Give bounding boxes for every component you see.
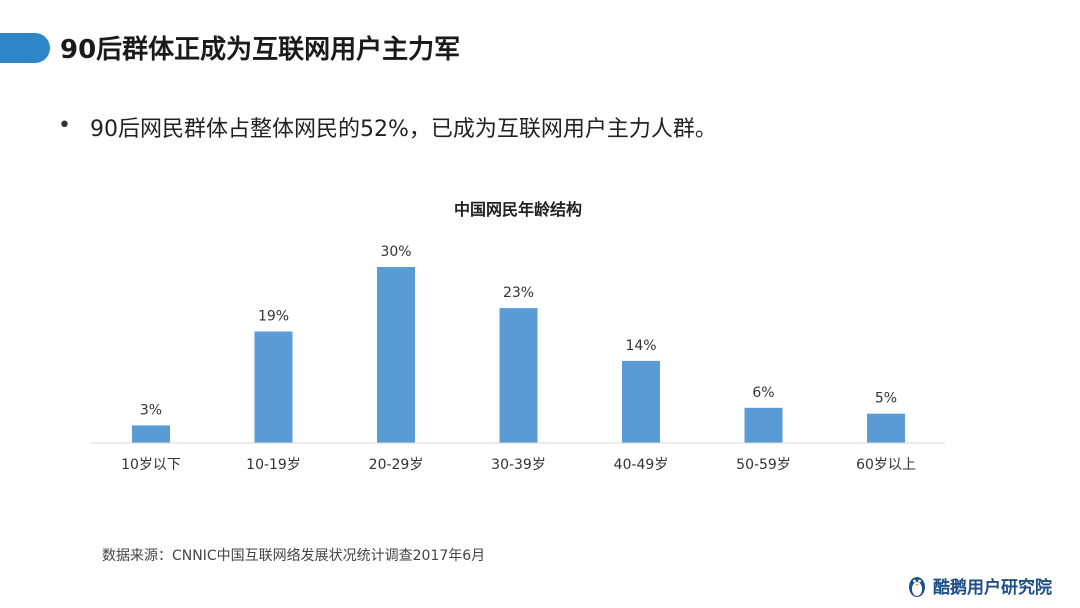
bar-6 [867,413,905,443]
bullet-dot-icon: • [58,113,71,138]
title-accent-bar [0,33,50,63]
bar-1 [254,331,293,443]
bar-2 [377,267,415,443]
bar-group [132,267,905,443]
data-label-5: 6% [752,385,774,401]
category-label-0: 10岁以下 [121,457,181,473]
category-label-5: 50-59岁 [736,457,791,473]
bar-5 [744,407,783,443]
data-label-group: 3% 19% 30% 23% 14% 6% 5% [140,244,897,418]
bullet-text: 90后网民群体占整体网民的52%，已成为互联网用户主力人群。 [90,117,717,142]
category-label-2: 20-29岁 [369,457,424,473]
data-label-4: 14% [625,338,656,354]
category-label-3: 30-39岁 [491,457,546,473]
data-source-note: 数据来源：CNNIC中国互联网络发展状况统计调查2017年6月 [102,548,486,564]
category-label-1: 10-19岁 [246,457,301,473]
category-label-group: 10岁以下 10-19岁 20-29岁 30-39岁 40-49岁 50-59岁 60岁以上 [121,457,916,473]
category-label-4: 40-49岁 [614,457,669,473]
brand-logo: 酷鹅用户研究院 [905,572,1052,598]
bar-3 [499,308,538,443]
category-label-6: 60岁以上 [856,457,916,473]
data-label-6: 5% [875,391,897,407]
chart-title: 中国网民年龄结构 [454,200,582,219]
brand-name: 酷鹅用户研究院 [933,577,1052,598]
data-label-0: 3% [140,402,162,418]
slide-title: 90后群体正成为互联网用户主力军 [60,35,461,65]
data-label-2: 30% [380,244,411,260]
bar-4 [622,360,660,443]
penguin-icon [909,577,925,597]
data-label-1: 19% [258,309,289,325]
bar-0 [132,425,170,443]
data-label-3: 23% [503,285,534,301]
